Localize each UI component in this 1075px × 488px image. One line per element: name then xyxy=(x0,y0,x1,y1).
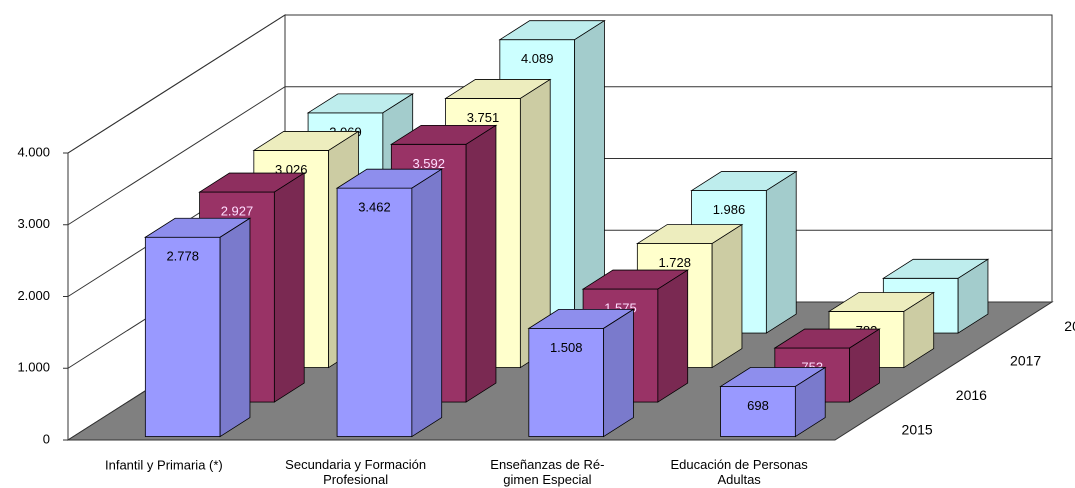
bar-side xyxy=(765,170,797,334)
x-tick-label: Educación de Personas Adultas xyxy=(670,457,808,487)
value-label: 1.728 xyxy=(658,255,691,270)
bar-side xyxy=(957,258,989,334)
value-label: 4.089 xyxy=(521,51,554,66)
bar-side xyxy=(411,168,443,438)
bar-front xyxy=(336,187,413,437)
bar-side xyxy=(219,217,251,438)
x-tick-label: Enseñanzas de Ré-gimen Especial xyxy=(490,457,604,487)
bar-front xyxy=(144,236,221,437)
series-label: 2018 xyxy=(1064,318,1075,334)
series-label: 2017 xyxy=(1010,352,1041,368)
bar xyxy=(719,366,827,438)
value-label: 2.778 xyxy=(166,249,199,264)
bar-side xyxy=(273,172,305,403)
grid-line xyxy=(67,14,1052,154)
value-label: 1.508 xyxy=(550,340,583,355)
bar-side xyxy=(903,291,935,369)
value-label: 1.986 xyxy=(713,202,746,217)
bar-side xyxy=(849,328,880,403)
value-label: 3.462 xyxy=(358,200,391,215)
bar-side xyxy=(657,269,689,403)
bar-side xyxy=(465,124,497,403)
value-label: 3.751 xyxy=(467,110,500,125)
bar-side xyxy=(711,223,743,369)
y-tick-label: 2.000 xyxy=(17,288,50,303)
series-label: 2015 xyxy=(902,421,933,437)
bar-side xyxy=(603,308,634,438)
y-tick-label: 0 xyxy=(43,431,50,446)
series-label: 2016 xyxy=(956,387,987,403)
grid-line xyxy=(67,86,1052,226)
bar xyxy=(335,168,444,438)
value-label: 3.592 xyxy=(412,156,445,171)
value-label: 698 xyxy=(747,398,769,413)
y-tick-label: 3.000 xyxy=(17,216,50,231)
y-tick-label: 4.000 xyxy=(17,144,50,159)
y-tick-label: 1.000 xyxy=(17,360,50,375)
bar xyxy=(527,308,635,438)
bar xyxy=(143,217,252,438)
bar-front xyxy=(528,327,605,437)
bar-side xyxy=(794,366,826,438)
x-tick-label: Secundaria y Formación Profesional xyxy=(285,457,426,487)
x-tick-label: Infantil y Primaria (*) xyxy=(105,457,223,472)
value-label: 2.927 xyxy=(221,203,254,218)
